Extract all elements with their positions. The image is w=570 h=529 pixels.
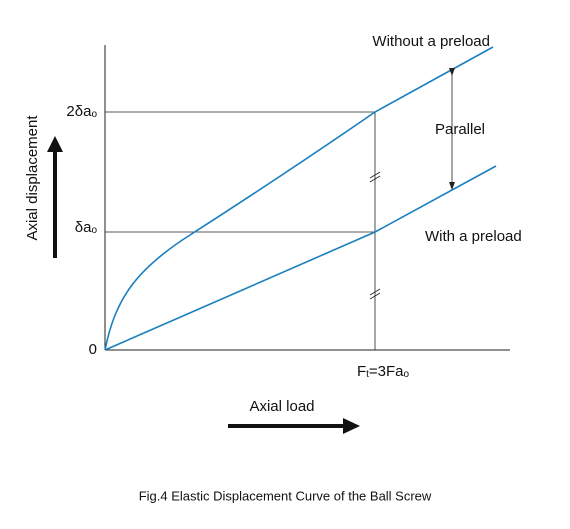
x-mark-sub: o (404, 369, 410, 380)
curve-without-preload (104, 46, 494, 351)
x-mark-rest: =3Fa (369, 363, 404, 380)
curve-label: Without a preload (372, 33, 490, 50)
break-mark (369, 171, 381, 300)
caption: Fig.4 Elastic Displacement Curve of the … (139, 488, 432, 503)
x-direction-arrowhead (343, 418, 360, 434)
x-axis-label: Axial load (249, 398, 314, 415)
origin-label: 0 (89, 341, 97, 358)
y-direction-arrowhead (47, 136, 63, 152)
y-axis-label: Axial displacement (24, 115, 41, 241)
y-mark-main: 2δa (66, 103, 92, 120)
y-mark-sub: o (91, 225, 97, 236)
y-mark: δao (75, 219, 98, 236)
y-mark: 2δao (66, 103, 97, 120)
y-mark-main: δa (75, 219, 92, 236)
x-mark: Ft=3Fao (357, 363, 410, 380)
x-mark-sub: t (366, 369, 369, 380)
curve-label: With a preload (425, 228, 522, 245)
x-mark-main: F (357, 363, 366, 380)
curve-with-preload (104, 165, 497, 351)
annotation: Parallel (435, 121, 485, 138)
y-mark-sub: o (91, 109, 97, 120)
